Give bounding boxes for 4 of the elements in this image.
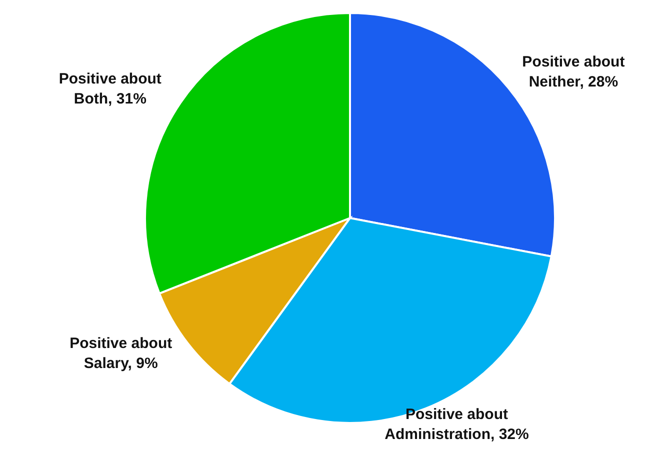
slice-label: Positive about Administration, 32% (384, 406, 529, 444)
slice-label: Positive about Both, 31% (58, 70, 162, 108)
slice-label: Positive about Neither, 28% (522, 54, 625, 91)
slice-label: Positive about Salary, 9% (70, 334, 172, 372)
